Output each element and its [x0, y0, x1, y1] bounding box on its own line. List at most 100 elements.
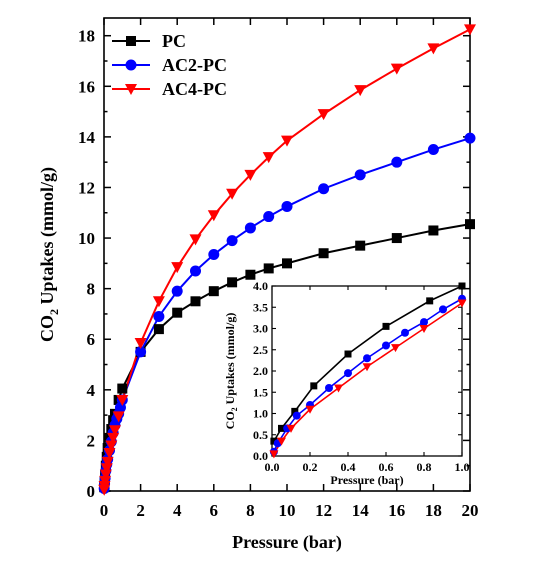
inset-data-point-ac2-pc	[292, 411, 301, 420]
main-data-point-ac4-pc	[101, 456, 114, 468]
legend-label-ac4-pc: AC4-PC	[162, 79, 227, 99]
main-x-tick-label: 10	[279, 501, 296, 520]
inset-data-point-ac2-pc	[439, 305, 447, 314]
main-x-axis-title: Pressure (bar)	[232, 532, 342, 553]
main-data-point-ac2-pc	[391, 156, 403, 168]
inset-y-tick-label: 0.5	[253, 428, 268, 442]
main-data-point-ac4-pc	[390, 63, 403, 75]
main-data-point-ac4-pc	[98, 480, 111, 492]
main-data-point-ac2-pc	[190, 265, 201, 277]
legend: PC AC2-PC AC4-PC	[112, 31, 227, 99]
inset-data-point-ac4-pc	[419, 325, 429, 333]
inset-data-point-ac4-pc	[457, 299, 467, 308]
inset-y-tick-label: 3.5	[253, 300, 268, 314]
main-data-point-ac4-pc	[281, 135, 293, 147]
main-data-point-ac4-pc	[464, 24, 476, 36]
main-data-point-pc	[227, 277, 238, 288]
inset-data-point-pc	[278, 424, 285, 432]
main-data-point-ac4-pc	[105, 440, 118, 452]
main-x-tick-label: 2	[136, 501, 145, 520]
main-data-point-ac4-pc	[244, 169, 257, 181]
main-data-point-ac2-pc	[354, 169, 366, 181]
main-data-point-ac2-pc	[427, 144, 439, 156]
inset-x-tick-label: 0.2	[303, 460, 318, 474]
main-data-point-ac2-pc	[464, 132, 476, 144]
main-data-point-ac4-pc	[189, 234, 202, 246]
inset-x-axis-title: Pressure (bar)	[330, 473, 403, 487]
legend-marker-pc	[126, 36, 136, 46]
inset-y-tick-label: 3.0	[253, 322, 268, 336]
main-x-tick-label: 14	[352, 501, 370, 520]
main-x-tick-label: 16	[388, 501, 405, 520]
inset-y-tick-label: 0.0	[253, 449, 268, 463]
inset-data-point-ac4-pc	[277, 437, 286, 446]
main-data-point-pc	[428, 225, 439, 236]
main-data-point-pc	[172, 307, 183, 318]
main-y-tick-label: 10	[78, 229, 95, 248]
main-x-tick-label: 12	[315, 501, 332, 520]
main-data-point-ac4-pc	[103, 448, 116, 460]
main-y-tick-label: 2	[87, 431, 96, 450]
legend-marker-ac4-pc	[125, 84, 137, 95]
main-data-point-ac4-pc	[112, 411, 125, 423]
main-data-point-ac4-pc	[99, 469, 112, 481]
inset-data-point-pc	[344, 350, 352, 358]
inset-data-point-ac2-pc	[325, 384, 333, 392]
main-data-point-ac4-pc	[354, 85, 367, 97]
main-x-tick-label: 20	[462, 501, 479, 520]
inset-y-tick-label: 1.0	[253, 407, 268, 421]
main-data-point-pc	[355, 240, 366, 251]
inset-data-point-pc	[310, 382, 318, 390]
inset-data-point-ac2-pc	[420, 318, 428, 327]
main-y-tick-label: 12	[78, 178, 95, 197]
main-data-point-ac2-pc	[208, 249, 220, 260]
main-y-tick-label: 8	[87, 280, 96, 299]
main-y-tick-label: 18	[78, 27, 95, 46]
inset-data-point-pc	[458, 282, 466, 290]
main-x-tick-label: 8	[246, 501, 255, 520]
main-data-point-ac2-pc	[244, 222, 256, 234]
main-data-point-pc	[465, 219, 475, 230]
main-data-point-pc	[153, 324, 164, 335]
main-data-point-ac4-pc	[100, 463, 113, 475]
inset-x-tick-label: 0.4	[341, 460, 356, 474]
inset-data-point-ac2-pc	[363, 354, 371, 363]
main-data-point-ac2-pc	[318, 183, 330, 195]
inset-x-tick-label: 1.0	[455, 460, 470, 474]
main-data-point-pc	[117, 383, 128, 394]
main-y-tick-label: 0	[87, 482, 96, 501]
main-data-point-pc	[391, 233, 402, 244]
main-y-tick-label: 6	[87, 330, 96, 349]
inset-data-point-pc	[291, 407, 299, 415]
inset-x-tick-label: 0.8	[417, 460, 432, 474]
main-x-tick-label: 0	[100, 501, 109, 520]
main-data-point-pc	[245, 269, 256, 280]
inset-data-point-pc	[382, 322, 390, 330]
main-y-tick-label: 4	[87, 381, 96, 400]
main-y-tick-label: 16	[78, 77, 95, 96]
main-data-point-pc	[208, 286, 219, 297]
main-data-point-ac4-pc	[152, 296, 165, 308]
inset-data-point-ac2-pc	[401, 328, 409, 337]
main-data-point-ac2-pc	[226, 235, 238, 247]
main-x-tick-label: 18	[425, 501, 442, 520]
main-data-point-ac2-pc	[281, 200, 293, 212]
main-data-point-ac4-pc	[171, 262, 184, 274]
main-data-point-ac4-pc	[207, 210, 220, 222]
main-data-point-pc	[282, 258, 292, 269]
main-x-tick-label: 6	[210, 501, 219, 520]
main-data-point-pc	[263, 263, 274, 274]
main-data-point-ac4-pc	[108, 425, 121, 437]
main-data-point-ac4-pc	[427, 43, 440, 55]
inset-data-point-ac4-pc	[305, 405, 315, 414]
main-data-point-pc	[190, 296, 201, 307]
inset-y-tick-label: 4.0	[253, 279, 268, 293]
inset-data-point-ac4-pc	[334, 384, 343, 393]
main-data-point-ac2-pc	[263, 211, 275, 223]
inset-y-axis-title: CO2 Uptakes (mmol/g)	[223, 313, 239, 430]
inset-data-point-ac2-pc	[382, 341, 390, 350]
inset-data-point-pc	[270, 437, 278, 445]
legend-marker-ac2-pc	[125, 59, 137, 71]
inset-y-tick-label: 2.0	[253, 364, 268, 378]
